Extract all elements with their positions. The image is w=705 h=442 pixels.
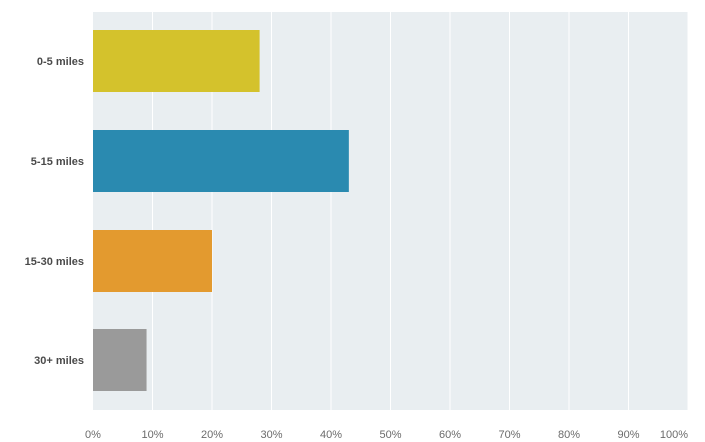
x-tick-label: 100% <box>660 429 688 441</box>
x-tick-label: 0% <box>85 429 101 441</box>
x-tick-label: 30% <box>260 429 282 441</box>
category-label: 15-30 miles <box>25 256 84 268</box>
x-tick-label: 50% <box>379 429 401 441</box>
x-tick-label: 70% <box>498 429 520 441</box>
bar-15-30-miles <box>93 230 212 292</box>
category-label: 30+ miles <box>34 355 84 367</box>
bar-5-15-miles <box>93 130 349 192</box>
x-tick-label: 10% <box>141 429 163 441</box>
x-tick-labels: 0% 10% 20% 30% 40% 50% 60% 70% 80% 90% 100% <box>85 429 688 441</box>
x-tick-label: 40% <box>320 429 342 441</box>
x-tick-label: 20% <box>201 429 223 441</box>
category-label: 5-15 miles <box>31 156 84 168</box>
category-label: 0-5 miles <box>37 56 84 68</box>
category-labels: 0-5 miles 5-15 miles 15-30 miles 30+ miles <box>25 56 84 367</box>
x-tick-label: 90% <box>617 429 639 441</box>
bars <box>93 30 349 391</box>
gridlines <box>152 12 689 410</box>
x-tick-label: 80% <box>558 429 580 441</box>
x-tick-label: 60% <box>439 429 461 441</box>
bar-30-miles <box>93 329 147 391</box>
bar-0-5-miles <box>93 30 260 92</box>
